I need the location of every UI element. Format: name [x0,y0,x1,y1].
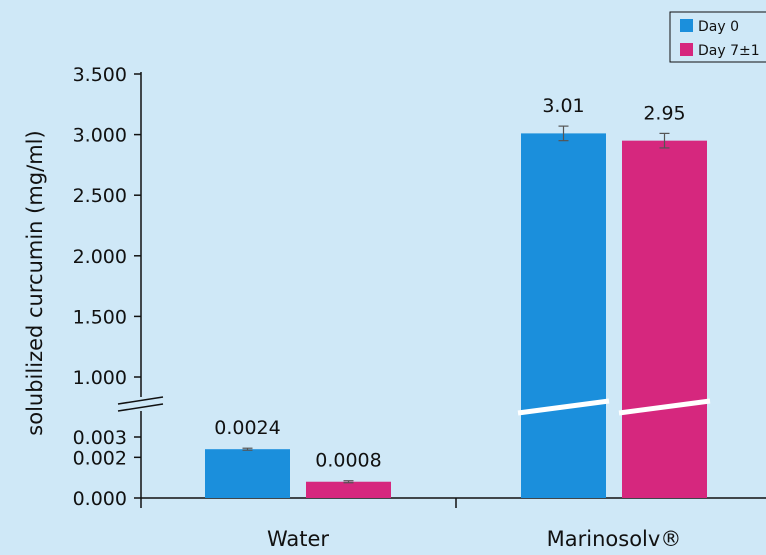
data-label: 3.01 [542,95,584,117]
category-label-marinosolv: Marinosolv® [547,527,682,551]
y-tick-label: 1.500 [73,306,127,328]
bar-day7-marinosolv [622,140,707,498]
bar-day0-marinosolv [521,133,606,498]
legend-swatch [680,43,693,56]
y-tick-label: 3.000 [73,125,127,147]
axis-break-mark [117,403,164,412]
bar-day7-water [306,481,391,498]
y-tick-label: 2.500 [73,185,127,207]
legend-swatch [680,19,693,32]
y-axis-label: solubilized curcumin (mg/ml) [23,130,47,435]
axis-break-mark [117,396,164,405]
axes: 1.000 1.500 2.000 2.500 3.000 3.500 0.000 0.002… [73,64,766,510]
legend-label: Day 0 [698,19,739,35]
legend: Day 0 Day 7±1 [669,11,766,63]
legend-label: Day 7±1 [698,43,760,59]
y-tick-label: 3.500 [73,64,127,86]
bar-break-mark [618,398,711,416]
bar-day0-water [205,449,290,498]
bar-break-mark [517,398,610,416]
bars [205,125,711,498]
y-tick-label: 0.003 [73,427,127,449]
data-label: 2.95 [643,102,685,124]
y-tick-label: 0.002 [73,447,127,469]
data-label: 0.0008 [315,450,381,472]
data-label: 0.0024 [214,417,280,439]
y-tick-label: 0.000 [73,488,127,510]
labels: 0.0024 0.0008 Water 3.01 2.95 Marinosolv® [214,95,685,551]
y-tick-label: 2.000 [73,246,127,268]
category-label-water: Water [267,527,329,551]
y-tick-label: 1.000 [73,367,127,389]
